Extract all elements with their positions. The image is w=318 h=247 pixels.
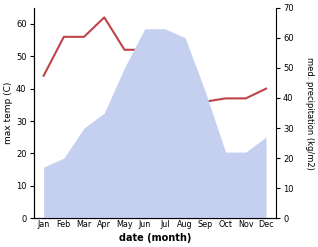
Y-axis label: med. precipitation (kg/m2): med. precipitation (kg/m2): [305, 57, 314, 169]
Y-axis label: max temp (C): max temp (C): [4, 82, 13, 144]
X-axis label: date (month): date (month): [119, 233, 191, 243]
